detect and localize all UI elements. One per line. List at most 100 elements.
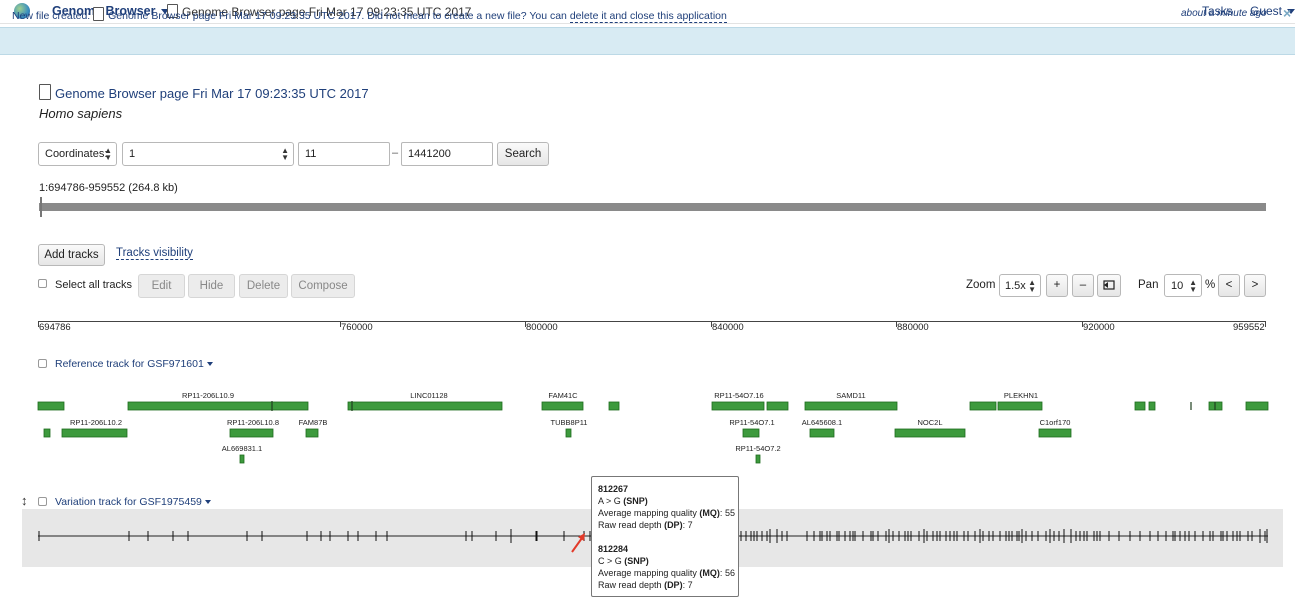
tracks-visibility-link[interactable]: Tracks visibility <box>116 247 193 260</box>
pan-unit: % <box>1205 279 1216 291</box>
zoom-out-button[interactable]: – <box>1072 274 1094 297</box>
document-title: Genome Browser page Fri Mar 17 09:23:35 … <box>167 4 471 19</box>
variation-track-title-text: Variation track for GSF1975459 <box>55 496 202 508</box>
edit-button[interactable]: Edit <box>138 274 185 298</box>
chevron-down-icon <box>206 362 213 367</box>
select-arrows-icon: ▲ ▼ <box>281 146 289 162</box>
gene-feature[interactable] <box>1038 428 1072 438</box>
start-coordinate-input[interactable]: 11 <box>298 142 390 166</box>
gene-feature[interactable] <box>1134 401 1146 411</box>
resize-handle-icon[interactable]: ↕ <box>21 493 28 508</box>
gene-feature[interactable] <box>711 401 765 411</box>
hide-button[interactable]: Hide <box>188 274 235 298</box>
reset-zoom-button[interactable] <box>1097 274 1121 297</box>
close-icon[interactable]: × <box>1283 5 1292 21</box>
zoom-in-button[interactable]: + <box>1046 274 1068 297</box>
pan-select[interactable]: 10 ▲ ▼ <box>1164 274 1202 297</box>
select-all-label: Select all tracks <box>55 279 133 291</box>
gene-feature[interactable] <box>766 401 789 411</box>
end-coordinate-input[interactable]: 1441200 <box>401 142 493 166</box>
delete-button[interactable]: Delete <box>239 274 288 298</box>
ruler-label: 920000 <box>1083 322 1115 333</box>
pan-value: 10 <box>1171 280 1184 292</box>
document-icon <box>93 7 105 21</box>
gene-label: RP11-206L10.9 <box>182 391 234 400</box>
pan-left-button[interactable]: < <box>1218 274 1240 297</box>
zoom-select[interactable]: 1.5x ▲ ▼ <box>999 274 1041 297</box>
reference-track-title[interactable]: Reference track for GSF971601 <box>55 358 213 370</box>
gene-feature[interactable] <box>541 401 584 411</box>
ruler-tick <box>711 321 712 327</box>
variation-track-title[interactable]: Variation track for GSF1975459 <box>55 496 211 508</box>
gene-feature[interactable] <box>305 428 319 438</box>
pan-right-button[interactable]: > <box>1244 274 1266 297</box>
variant-dp-label: Raw read depth <box>598 580 662 590</box>
variant-mq-abbr: MQ <box>702 568 717 578</box>
range-label: 1:694786-959552 (264.8 kb) <box>39 182 178 194</box>
gene-features <box>37 401 1269 464</box>
search-button[interactable]: Search <box>497 142 549 166</box>
ruler-label: 800000 <box>526 322 558 333</box>
ruler-label: 880000 <box>897 322 929 333</box>
gene-feature[interactable] <box>347 401 503 411</box>
pointer-arrow-icon <box>571 533 585 553</box>
chromosome-overview-bar[interactable] <box>39 203 1266 211</box>
gene-feature[interactable] <box>565 428 572 438</box>
ruler-tick <box>38 321 39 327</box>
gene-label: AL669831.1 <box>222 444 262 453</box>
gene-feature[interactable] <box>804 401 898 411</box>
tasks-link[interactable]: Tasks <box>1202 4 1233 18</box>
chromosome-select[interactable]: 1 ▲ ▼ <box>122 142 294 166</box>
ruler-tick <box>340 321 341 327</box>
reference-track-checkbox[interactable] <box>38 359 47 368</box>
document-title-text: Genome Browser page Fri Mar 17 09:23:35 … <box>182 5 472 19</box>
variant-change-value: A > G <box>598 496 621 506</box>
ruler-tick <box>1265 321 1266 327</box>
variant-dp-value: 7 <box>687 580 693 590</box>
ruler-tick <box>525 321 526 327</box>
ruler-label: 959552 <box>1233 322 1265 333</box>
gene-feature[interactable] <box>608 401 620 411</box>
select-all-checkbox[interactable] <box>38 279 47 288</box>
gene-label: RP11-206L10.2 <box>70 418 122 427</box>
gene-feature[interactable] <box>1245 401 1269 411</box>
gene-feature[interactable] <box>742 428 760 438</box>
gene-label: NOC2L <box>917 418 942 427</box>
range-position-marker[interactable] <box>40 197 42 217</box>
add-tracks-button[interactable]: Add tracks <box>38 244 105 266</box>
notification-message: . Did not mean to create a new file? You… <box>361 10 570 22</box>
top-bar <box>0 0 1295 24</box>
variant-mq-value: 56 <box>724 568 735 578</box>
ruler-tick <box>896 321 897 327</box>
gene-feature[interactable] <box>61 428 128 438</box>
zoom-value: 1.5x <box>1005 280 1026 292</box>
notification-text: New file created: Genome Browser page Fr… <box>12 7 727 23</box>
user-menu[interactable]: Guest <box>1250 4 1295 18</box>
gene-feature[interactable] <box>127 401 309 411</box>
variant-change: A > G (SNP) <box>598 496 648 506</box>
gene-feature[interactable] <box>809 428 835 438</box>
gene-feature[interactable] <box>43 428 51 438</box>
app-logo-icon[interactable] <box>14 3 30 19</box>
gene-feature[interactable] <box>229 428 274 438</box>
gene-feature[interactable] <box>894 428 966 438</box>
ruler-label: 840000 <box>712 322 744 333</box>
delete-and-close-link[interactable]: delete it and close this application <box>569 10 727 23</box>
gene-label: TUBB8P11 <box>551 418 588 427</box>
gene-feature[interactable] <box>1148 401 1156 411</box>
variant-dp: Raw read depth (DP): 7 <box>598 520 693 530</box>
species-label: Homo sapiens <box>39 106 123 121</box>
gene-feature[interactable] <box>239 454 245 464</box>
document-icon <box>39 84 51 100</box>
chromosome-value: 1 <box>129 148 136 160</box>
gene-feature[interactable] <box>37 401 65 411</box>
gene-feature[interactable] <box>969 401 997 411</box>
ruler-label: 760000 <box>341 322 373 333</box>
gene-feature[interactable] <box>755 454 761 464</box>
variation-track-checkbox[interactable] <box>38 497 47 506</box>
coordinate-mode-select[interactable]: Coordinates: ▲ ▼ <box>38 142 117 166</box>
compose-button[interactable]: Compose <box>291 274 355 298</box>
page-title: Genome Browser page Fri Mar 17 09:23:35 … <box>39 84 369 101</box>
variant-change-value: C > G <box>598 556 622 566</box>
gene-feature[interactable] <box>997 401 1043 411</box>
